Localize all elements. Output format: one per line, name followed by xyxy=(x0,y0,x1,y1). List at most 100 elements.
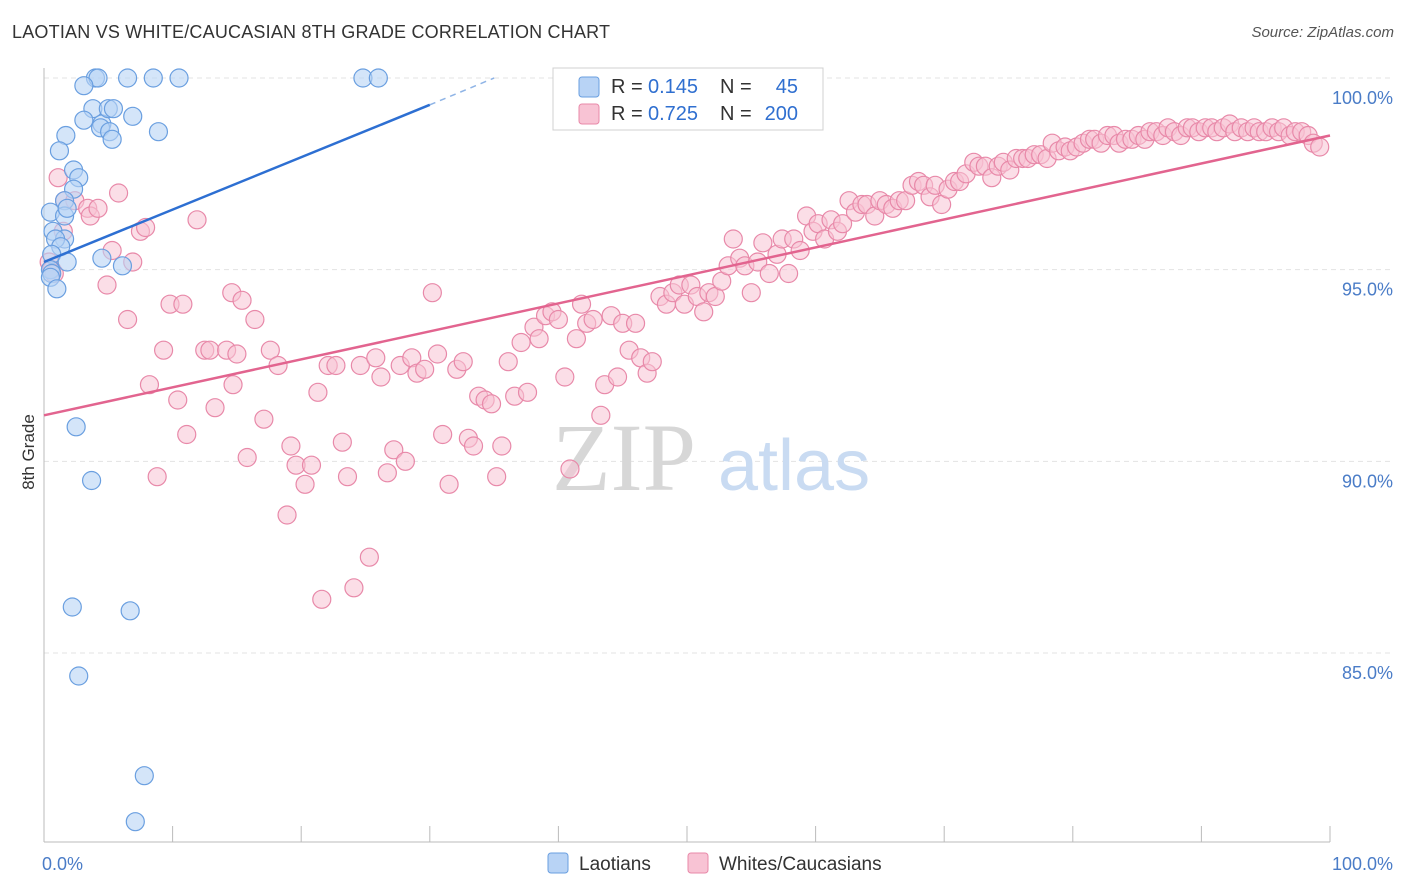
white-point xyxy=(168,390,188,410)
x-tick-right: 100.0% xyxy=(1332,854,1393,874)
white-point xyxy=(97,275,117,295)
legend-r-label-2: R = xyxy=(611,103,643,125)
white-point xyxy=(548,309,569,330)
white-point xyxy=(308,382,328,402)
white-point xyxy=(560,459,580,479)
white-point xyxy=(591,405,611,425)
laotian-point xyxy=(92,248,112,268)
legend-white-swatch xyxy=(578,103,600,125)
laotian-point xyxy=(69,666,89,686)
white-point xyxy=(117,309,138,330)
laotian-point xyxy=(57,198,77,218)
bottom-legend-whites: Whites/Caucasians xyxy=(719,854,882,875)
laotian-point xyxy=(112,256,133,276)
white-point xyxy=(753,233,773,253)
white-point xyxy=(187,210,207,230)
legend-box: R = 0.145 N = 45 R = 0.725 N = 200 xyxy=(552,67,824,131)
white-point xyxy=(453,352,473,372)
white-point xyxy=(487,467,507,487)
white-point xyxy=(260,340,280,360)
y-axis-label: 8th Grade xyxy=(19,414,38,490)
white-point xyxy=(566,329,587,349)
legend-white-n: 200 xyxy=(765,103,798,125)
white-point xyxy=(301,455,322,475)
white-point xyxy=(481,394,502,414)
white-point xyxy=(439,474,459,494)
laotian-point xyxy=(62,597,82,617)
white-point xyxy=(48,168,68,188)
white-point xyxy=(359,547,379,567)
white-point xyxy=(377,463,397,483)
white-point xyxy=(371,367,391,387)
white-point xyxy=(517,382,538,402)
laotian-point xyxy=(123,106,143,126)
legend-laotian-r: 0.145 xyxy=(648,76,698,98)
white-point xyxy=(344,578,364,598)
laotian-point xyxy=(134,766,154,786)
bottom-legend-white-swatch xyxy=(687,852,709,874)
white-point xyxy=(498,352,518,372)
y-tick-label: 85.0% xyxy=(1342,663,1393,683)
laotian-point xyxy=(102,129,122,149)
white-point xyxy=(427,344,448,364)
bottom-legend-laotians: Laotians xyxy=(579,854,651,875)
legend-white-r: 0.725 xyxy=(648,103,698,125)
y-tick-label: 100.0% xyxy=(1332,88,1393,108)
x-tick-left: 0.0% xyxy=(42,854,83,874)
y-tick-labels: 100.0% 95.0% 90.0% 85.0% xyxy=(1332,88,1393,683)
white-point xyxy=(778,263,799,284)
white-point xyxy=(277,505,297,525)
white-point xyxy=(741,283,761,303)
white-points xyxy=(39,114,1330,609)
laotian-point xyxy=(148,122,169,142)
white-point xyxy=(177,424,197,445)
white-point xyxy=(433,424,453,445)
chart-title: LAOTIAN VS WHITE/CAUCASIAN 8TH GRADE COR… xyxy=(12,22,611,42)
legend-n-label-2: N = xyxy=(720,103,752,125)
white-point xyxy=(511,332,531,353)
white-point xyxy=(245,309,265,330)
laotian-point xyxy=(47,279,67,299)
white-point xyxy=(642,352,662,372)
white-point xyxy=(205,398,225,418)
white-point xyxy=(337,467,358,487)
laotian-trend-extension xyxy=(429,77,495,106)
laotian-point xyxy=(368,68,388,88)
white-point xyxy=(326,355,346,376)
legend-n-label-1: N = xyxy=(720,76,752,98)
laotian-point xyxy=(125,812,145,832)
white-point xyxy=(625,313,646,333)
white-point xyxy=(759,263,779,284)
white-point xyxy=(227,344,247,364)
white-point xyxy=(492,436,512,456)
grid-lines xyxy=(44,77,1393,654)
white-point xyxy=(723,229,743,249)
source-label: Source: ZipAtlas.com xyxy=(1251,24,1394,41)
white-point xyxy=(295,474,315,494)
legend-laotian-n: 45 xyxy=(776,76,798,98)
laotian-point xyxy=(117,68,138,88)
white-point xyxy=(463,436,484,456)
white-point xyxy=(395,451,415,471)
legend-laotian-swatch xyxy=(578,76,600,98)
white-point xyxy=(366,348,386,368)
white-point xyxy=(350,355,370,376)
y-tick-label: 90.0% xyxy=(1342,471,1393,491)
laotian-point xyxy=(66,417,86,437)
white-point xyxy=(281,436,301,456)
white-point xyxy=(200,340,220,360)
white-point xyxy=(529,329,549,349)
white-point xyxy=(833,214,853,234)
laotian-trend-line xyxy=(43,103,431,264)
white-point xyxy=(312,589,332,609)
white-point xyxy=(108,183,129,203)
white-point xyxy=(223,375,243,395)
bottom-legend: Laotians Whites/Caucasians xyxy=(547,852,882,875)
bottom-legend-laotian-swatch xyxy=(547,852,569,874)
laotian-point xyxy=(49,141,70,161)
laotian-point xyxy=(81,470,102,491)
white-point xyxy=(254,409,274,429)
white-point xyxy=(173,294,193,314)
white-point xyxy=(415,359,435,379)
